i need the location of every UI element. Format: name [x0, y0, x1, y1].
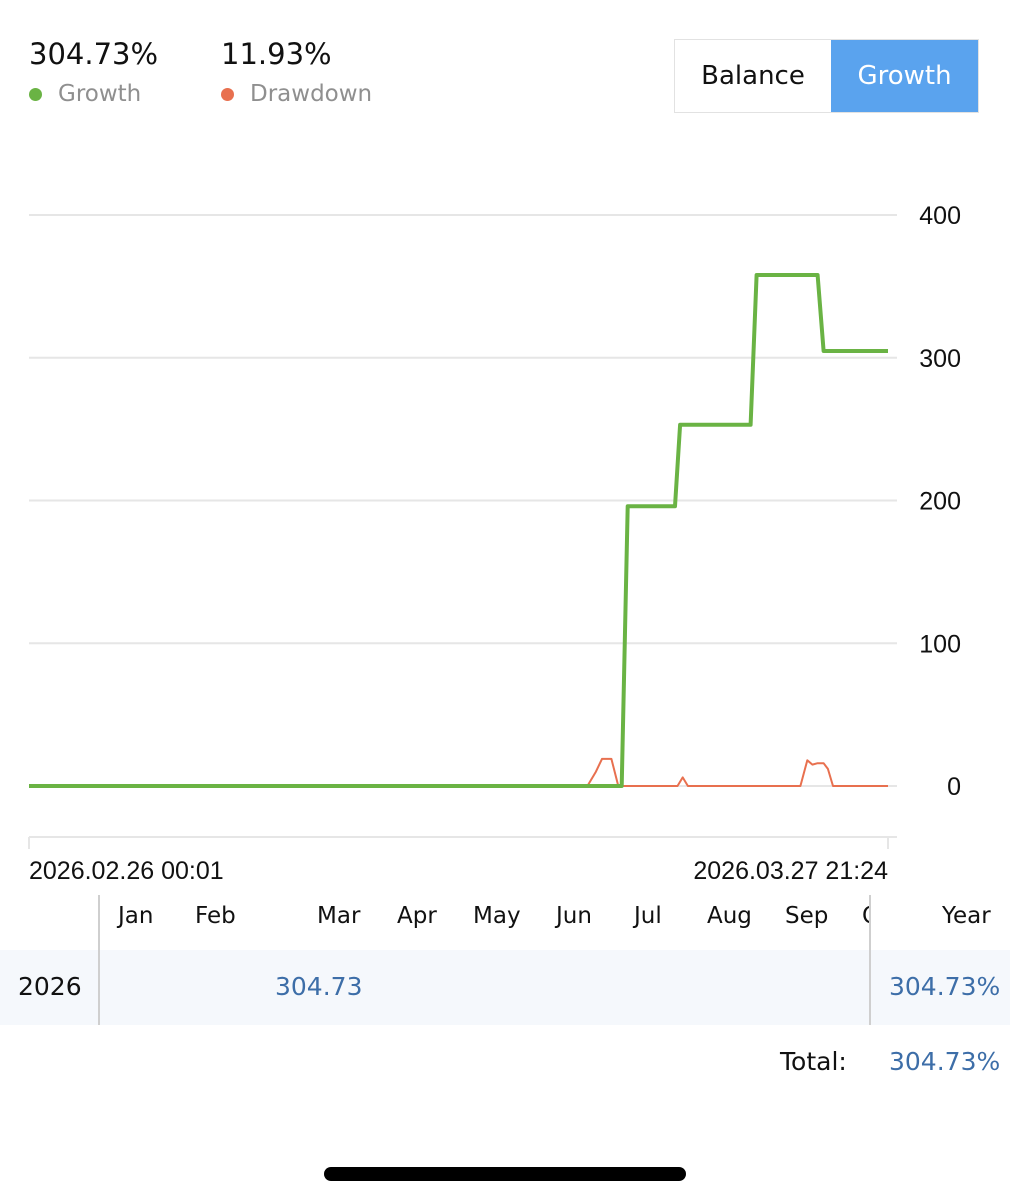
- column-divider-right: [869, 895, 871, 950]
- x-start-date-label: 2026.02.26 00:01: [29, 857, 224, 885]
- month-aug: Aug: [707, 903, 752, 929]
- growth-legend-dot: [29, 88, 42, 101]
- year-row-2026[interactable]: 2026 304.73 304.73%: [0, 950, 1010, 1025]
- y-tick-label-200: 200: [919, 488, 961, 516]
- month-may: May: [473, 903, 521, 929]
- drawdown-label: Drawdown: [250, 81, 373, 107]
- growth-label: Growth: [58, 81, 142, 107]
- year-growth-value[interactable]: 304.73%: [889, 972, 1001, 1001]
- drawdown-legend-dot: [221, 88, 234, 101]
- drawdown-stat: 11.93% Drawdown: [221, 40, 372, 106]
- growth-stat: 304.73% Growth: [29, 40, 158, 106]
- x-end-date-label: 2026.03.27 21:24: [693, 857, 888, 885]
- growth-chart: 400 300 200 100 0 2026.02.26 00:01 2026.03.27 …: [28, 202, 961, 885]
- month-oct-clipped: O: [862, 903, 869, 929]
- y-tick-label-300: 300: [919, 345, 961, 373]
- y-tick-label-100: 100: [919, 630, 961, 658]
- month-apr: Apr: [397, 903, 437, 929]
- y-tick-label-400: 400: [919, 202, 961, 230]
- drawdown-value: 11.93%: [221, 37, 332, 71]
- column-divider-left: [98, 895, 100, 950]
- growth-toggle-button[interactable]: Growth: [831, 40, 978, 112]
- row-divider-left: [98, 950, 100, 1025]
- growth-series-line: [29, 273, 888, 788]
- month-sep: Sep: [785, 903, 829, 929]
- home-indicator[interactable]: [324, 1167, 686, 1181]
- drawdown-series-line: [29, 757, 888, 787]
- month-mar: Mar: [317, 903, 361, 929]
- month-feb: Feb: [195, 903, 236, 929]
- balance-toggle-button[interactable]: Balance: [675, 40, 831, 112]
- mar-growth-value[interactable]: 304.73: [275, 972, 363, 1001]
- months-header-row: Jan Feb Mar Apr May Jun Jul Aug Sep O Ye…: [0, 895, 1010, 950]
- total-label: Total:: [780, 1047, 847, 1076]
- month-jul: Jul: [634, 903, 662, 929]
- growth-value: 304.73%: [29, 37, 159, 71]
- month-jun: Jun: [556, 903, 592, 929]
- year-column-header: Year: [942, 903, 991, 929]
- total-value: 304.73%: [889, 1047, 1001, 1076]
- y-tick-label-0: 0: [947, 773, 961, 801]
- month-jan: Jan: [118, 903, 154, 929]
- chart-mode-toggle: Balance Growth: [674, 39, 979, 113]
- row-year-label: 2026: [18, 972, 82, 1001]
- row-divider-right: [869, 950, 871, 1025]
